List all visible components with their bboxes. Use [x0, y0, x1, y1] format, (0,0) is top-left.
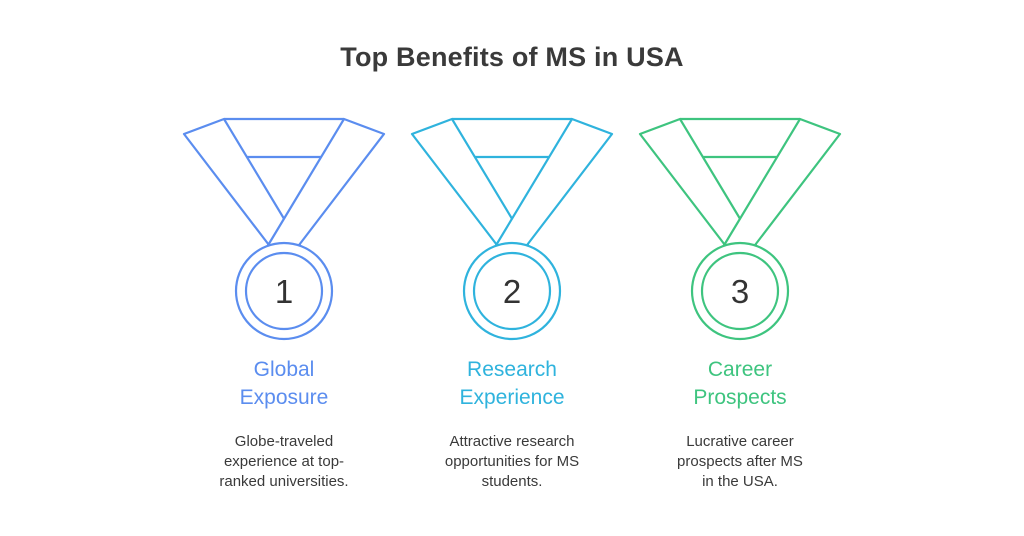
- benefit-heading-research-experience: Research Experience: [397, 356, 627, 412]
- medal-icon: 1: [179, 114, 389, 344]
- benefit-description-3: Lucrative career prospects after MS in t…: [645, 432, 835, 492]
- description-line: Attractive research: [449, 433, 575, 450]
- medal-icon: 2: [407, 114, 617, 344]
- description-line: in the USA.: [702, 473, 778, 490]
- description-line: opportunities for MS: [444, 453, 580, 470]
- description-line: Globe-traveled: [234, 433, 334, 450]
- medal-3-graphic: 3: [638, 117, 842, 341]
- description-line: students.: [481, 473, 543, 490]
- benefit-description-2: Attractive research opportunities for MS…: [417, 432, 607, 492]
- heading-line: Global: [253, 358, 315, 381]
- benefit-heading-career-prospects: Career Prospects: [625, 356, 855, 412]
- description-line: prospects after MS: [677, 453, 803, 470]
- heading-line: Research: [467, 358, 557, 381]
- medal-2-graphic: 2: [410, 117, 614, 341]
- description-line: ranked universities.: [219, 473, 349, 490]
- description-line: Lucrative career: [686, 433, 794, 450]
- page-title: Top Benefits of MS in USA: [340, 42, 684, 72]
- medal-number: 2: [503, 273, 521, 310]
- benefit-heading-global-exposure: Global Exposure: [169, 356, 399, 412]
- medal-1-graphic: 1: [182, 117, 386, 341]
- heading-line: Experience: [459, 386, 565, 409]
- description-line: experience at top-: [223, 453, 345, 470]
- medal-number: 1: [275, 273, 293, 310]
- heading-line: Prospects: [693, 386, 787, 409]
- medal-number: 3: [731, 273, 749, 310]
- medal-icon: 3: [635, 114, 845, 344]
- benefit-description-1: Globe-traveled experience at top- ranked…: [189, 432, 379, 492]
- heading-line: Career: [707, 358, 773, 381]
- heading-line: Exposure: [239, 386, 329, 409]
